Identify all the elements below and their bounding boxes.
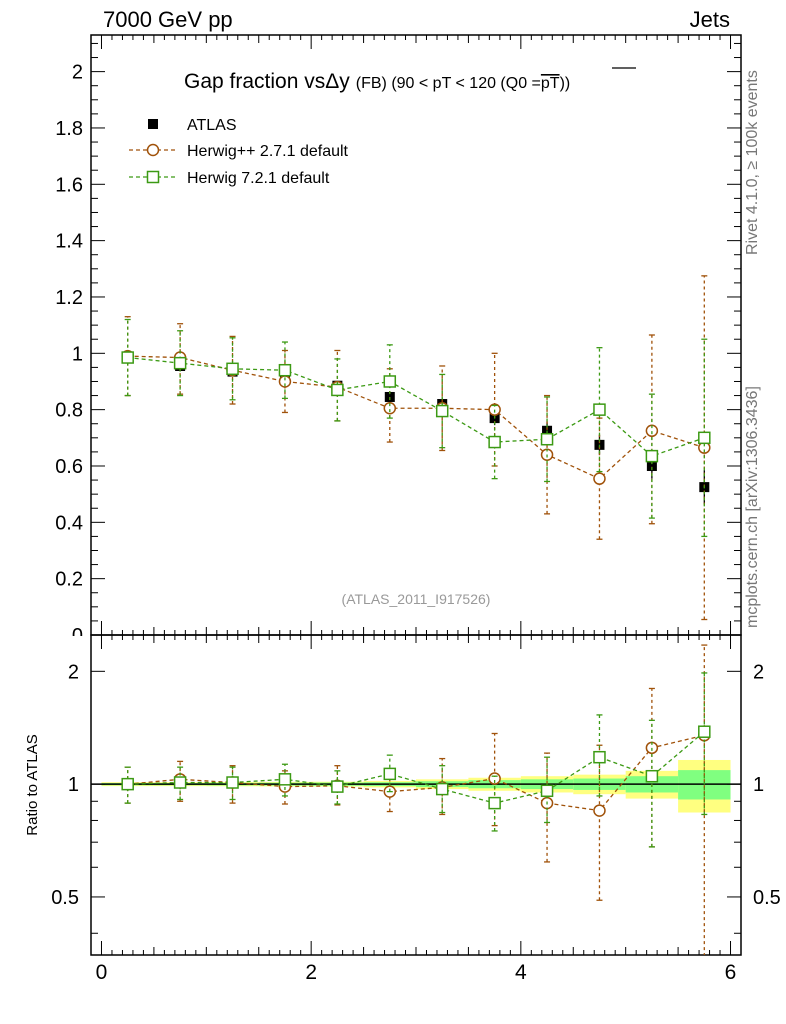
x-tick-label: 0 <box>96 961 108 984</box>
ratio-y-tick-label: 2 <box>68 661 79 683</box>
x-tick-label: 2 <box>305 961 317 984</box>
legend-label: ATLAS <box>187 117 237 134</box>
data-point <box>148 119 158 129</box>
data-point <box>383 375 397 388</box>
legend-entry <box>129 170 177 184</box>
chart-title-main: Gap fraction vsΔy <box>184 70 350 93</box>
y-tick-label: 0.2 <box>55 569 83 591</box>
data-point <box>121 777 134 791</box>
y-tick-label: 1.6 <box>55 174 83 196</box>
y-tick-label: 1.2 <box>55 287 83 309</box>
data-point <box>593 804 606 817</box>
ratio-series <box>121 644 711 955</box>
legend-entry <box>148 119 158 129</box>
y-tick-label: 1.8 <box>55 118 83 140</box>
data-point <box>645 449 659 463</box>
ratio-y-axis-label: Ratio to ATLAS <box>24 734 41 835</box>
ratio-y-tick-label: 1 <box>68 774 79 796</box>
data-point <box>593 403 606 416</box>
y-tick-label: 0.8 <box>55 400 83 422</box>
data-point <box>645 769 659 783</box>
data-point <box>121 351 134 364</box>
y-tick-label: 0.4 <box>55 512 83 534</box>
series-line <box>127 356 705 457</box>
ratio-y-tick-label-right: 0.5 <box>753 887 781 909</box>
data-point <box>383 767 397 781</box>
legend-label: Herwig++ 2.7.1 default <box>187 143 349 160</box>
ratio-y-tick-label-right: 1 <box>753 774 764 796</box>
data-point <box>540 432 554 446</box>
data-point <box>146 143 160 157</box>
main-series <box>122 352 710 505</box>
main-series <box>121 275 711 621</box>
x-tick-label: 6 <box>725 961 737 984</box>
chart-title: Gap fraction vsΔy (FB) (90 < pT < 120 (Q0… <box>184 70 570 93</box>
main-series <box>121 318 711 538</box>
data-point <box>146 170 160 184</box>
data-point <box>593 750 606 764</box>
data-point <box>488 796 501 810</box>
data-point <box>435 404 449 418</box>
data-point <box>488 403 501 416</box>
ratio-y-tick-label-right: 2 <box>753 661 764 683</box>
legend-label: Herwig 7.2.1 default <box>187 170 330 187</box>
y-tick-label: 1 <box>72 343 83 365</box>
data-point <box>384 391 395 402</box>
data-point <box>278 773 292 786</box>
series-line <box>127 355 705 480</box>
y-tick-label: 0.6 <box>55 456 83 478</box>
data-point <box>698 431 711 445</box>
data-point <box>331 383 344 397</box>
header-right: Jets <box>689 7 730 32</box>
data-point <box>383 401 397 415</box>
data-point <box>646 460 657 471</box>
data-point <box>173 776 187 789</box>
ratio-bands <box>101 759 731 813</box>
x-tick-label: 4 <box>515 961 527 984</box>
chart-title-pt: pT <box>541 75 560 92</box>
data-point <box>698 725 711 738</box>
ratio-series <box>121 672 711 848</box>
data-point <box>435 782 449 796</box>
series-line <box>127 731 705 804</box>
data-point <box>331 780 344 793</box>
data-point <box>593 472 606 485</box>
header-left: 7000 GeV pp <box>103 7 233 32</box>
y-tick-label: 1.4 <box>55 231 83 253</box>
zero-label-mask <box>55 636 89 648</box>
data-point <box>173 356 187 370</box>
data-point <box>226 776 239 789</box>
chart-title-end: )) <box>560 75 571 92</box>
series-line <box>127 734 705 812</box>
chart-title-sub: (FB) (90 < pT < 120 (Q0 = <box>356 75 541 92</box>
legend-entry <box>129 143 177 157</box>
analysis-watermark: (ATLAS_2011_I917526) <box>342 591 491 607</box>
data-point <box>540 784 554 798</box>
y-tick-label: 2 <box>72 62 83 84</box>
data-point <box>226 362 239 376</box>
data-point <box>278 363 292 377</box>
ratio-y-tick-label: 0.5 <box>51 887 79 909</box>
data-point <box>488 435 501 449</box>
